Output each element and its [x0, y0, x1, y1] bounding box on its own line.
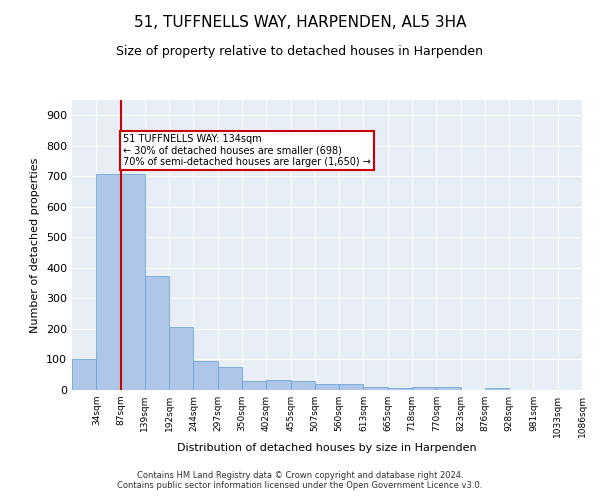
Bar [96, 174, 121, 390]
Bar [266, 380, 290, 390]
Bar [315, 384, 339, 390]
Bar [412, 387, 436, 390]
X-axis label: Distribution of detached houses by size in Harpenden: Distribution of detached houses by size … [177, 442, 477, 452]
Bar [121, 174, 145, 390]
Bar [339, 384, 364, 390]
Bar [169, 328, 193, 390]
Bar [290, 381, 315, 390]
Bar [145, 276, 169, 390]
Y-axis label: Number of detached properties: Number of detached properties [31, 158, 40, 332]
Bar [364, 387, 388, 390]
Bar [72, 359, 96, 390]
Bar [436, 388, 461, 390]
Bar [242, 381, 266, 390]
Text: 51 TUFFNELLS WAY: 134sqm
← 30% of detached houses are smaller (698)
70% of semi-: 51 TUFFNELLS WAY: 134sqm ← 30% of detach… [123, 134, 371, 167]
Text: 51, TUFFNELLS WAY, HARPENDEN, AL5 3HA: 51, TUFFNELLS WAY, HARPENDEN, AL5 3HA [134, 15, 466, 30]
Text: Contains HM Land Registry data © Crown copyright and database right 2024.
Contai: Contains HM Land Registry data © Crown c… [118, 470, 482, 490]
Bar [193, 360, 218, 390]
Bar [485, 388, 509, 390]
Text: Size of property relative to detached houses in Harpenden: Size of property relative to detached ho… [116, 45, 484, 58]
Bar [218, 368, 242, 390]
Bar [388, 388, 412, 390]
